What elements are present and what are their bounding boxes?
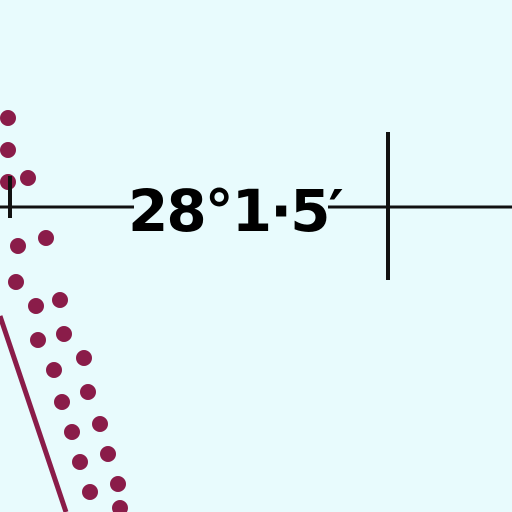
boundary-dot bbox=[54, 394, 70, 410]
boundary-edge-line bbox=[0, 315, 69, 512]
boundary-dot bbox=[10, 238, 26, 254]
boundary-dot bbox=[46, 362, 62, 378]
boundary-dot bbox=[64, 424, 80, 440]
boundary-dot bbox=[110, 476, 126, 492]
boundary-dot bbox=[0, 110, 16, 126]
boundary-dot bbox=[72, 454, 88, 470]
boundary-dot bbox=[92, 416, 108, 432]
boundary-dot bbox=[20, 170, 36, 186]
boundary-dot bbox=[82, 484, 98, 500]
boundary-dot bbox=[52, 292, 68, 308]
latitude-label: 28°1·5′ bbox=[128, 177, 342, 245]
boundary-dot bbox=[56, 326, 72, 342]
boundary-dot bbox=[0, 142, 16, 158]
boundary-dot bbox=[80, 384, 96, 400]
boundary-dot bbox=[38, 230, 54, 246]
boundary-dot bbox=[100, 446, 116, 462]
boundary-dot bbox=[112, 500, 128, 512]
latitude-line: 28°1·5′ bbox=[0, 132, 512, 280]
boundary-dot bbox=[30, 332, 46, 348]
boundary-dot bbox=[8, 274, 24, 290]
boundary-dot bbox=[28, 298, 44, 314]
boundary-dot bbox=[76, 350, 92, 366]
boundary-band bbox=[0, 110, 128, 512]
